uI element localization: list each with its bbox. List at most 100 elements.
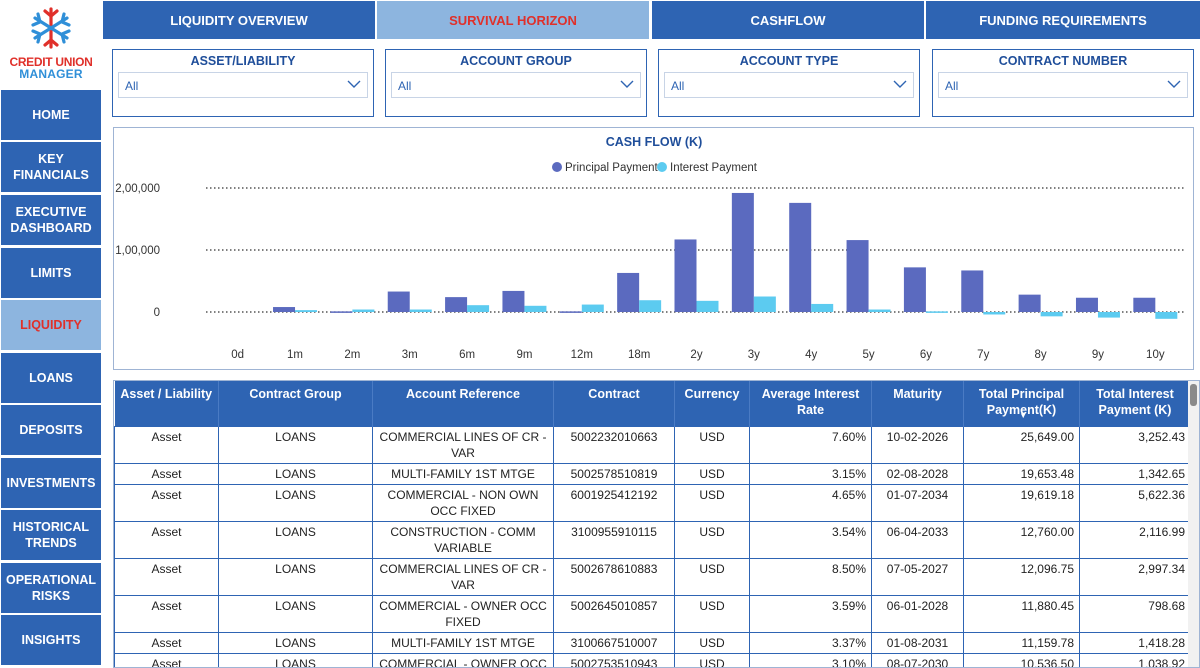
bar-interest-payment-8y[interactable] xyxy=(1040,312,1063,317)
chart-title: CASH FLOW (K) xyxy=(606,135,703,149)
bar-principal-payment-18m[interactable] xyxy=(617,272,640,312)
cell-total-principal: 19,619.18 xyxy=(963,483,1080,522)
bar-principal-payment-3y[interactable] xyxy=(731,192,754,312)
col-currency[interactable]: Currency xyxy=(674,381,750,426)
bar-interest-payment-18m[interactable] xyxy=(639,300,662,312)
asset-liability-dropdown[interactable]: All xyxy=(118,72,368,98)
cell-account-reference: COMMERCIAL - NON OWN OCC FIXED xyxy=(372,483,554,522)
snowflake-logo-icon xyxy=(31,7,71,49)
nav-executive-dashboard[interactable]: EXECUTIVE DASHBOARD xyxy=(1,195,101,245)
y-tick-label: 1,00,000 xyxy=(115,245,160,257)
cell-account-reference: MULTI-FAMILY 1ST MTGE xyxy=(372,462,554,485)
bar-interest-payment-3m[interactable] xyxy=(409,309,432,312)
nav-limits[interactable]: LIMITS xyxy=(1,248,101,298)
bar-principal-payment-1m[interactable] xyxy=(273,307,296,312)
table-row[interactable]: Asset LOANS COMMERCIAL LINES OF CR - VAR 50… xyxy=(114,425,1191,464)
bar-interest-payment-1m[interactable] xyxy=(295,310,318,312)
table-row[interactable]: Asset LOANS COMMERCIAL - NON OWN OCC FIXED… xyxy=(114,483,1191,522)
bar-interest-payment-6y[interactable] xyxy=(925,311,948,313)
table-row[interactable]: Asset LOANS MULTI-FAMILY 1ST MTGE 500257851… xyxy=(114,462,1191,485)
nav-operational-risks[interactable]: OPERATIONAL RISKS xyxy=(1,563,101,613)
bar-principal-payment-2m[interactable] xyxy=(330,311,353,313)
cell-currency: USD xyxy=(674,462,750,485)
nav-key-financials[interactable]: KEY FINANCIALS xyxy=(1,142,101,192)
bar-interest-payment-7y[interactable] xyxy=(983,312,1006,315)
col-total-principal-payment[interactable]: Total Principal Payment(K) ▼ xyxy=(963,381,1080,426)
nav-home[interactable]: HOME xyxy=(1,90,101,140)
table-row[interactable]: Asset LOANS COMMERCIAL LINES OF CR - VAR 50… xyxy=(114,557,1191,596)
dropdown-value: All xyxy=(398,79,412,93)
nav-investments[interactable]: INVESTMENTS xyxy=(1,458,101,508)
tab-survival-horizon[interactable]: SURVIVAL HORIZON xyxy=(377,1,649,39)
bar-interest-payment-5y[interactable] xyxy=(868,309,891,312)
x-tick-label: 4y xyxy=(805,349,817,361)
bar-interest-payment-2y[interactable] xyxy=(696,300,719,312)
contract-number-dropdown[interactable]: All xyxy=(938,72,1188,98)
cell-interest-rate: 8.50% xyxy=(749,557,872,596)
scrollbar-thumb[interactable] xyxy=(1190,384,1197,406)
cell-currency: USD xyxy=(674,520,750,559)
nav-liquidity[interactable]: LIQUIDITY xyxy=(1,300,101,350)
chart-legend[interactable]: Principal Payment Interest Payment xyxy=(552,162,758,174)
bar-interest-payment-4y[interactable] xyxy=(811,303,834,312)
bar-interest-payment-3y[interactable] xyxy=(753,296,776,313)
col-total-interest-payment[interactable]: Total Interest Payment (K) xyxy=(1079,381,1191,426)
nav-historical-trends[interactable]: HISTORICAL TRENDS xyxy=(1,510,101,560)
bar-principal-payment-5y[interactable] xyxy=(846,240,869,312)
table-scrollbar[interactable] xyxy=(1188,381,1199,667)
cell-maturity: 06-01-2028 xyxy=(871,594,964,633)
cell-total-interest: 2,997.34 xyxy=(1079,557,1191,596)
cell-maturity: 01-07-2034 xyxy=(871,483,964,522)
col-account-reference[interactable]: Account Reference xyxy=(372,381,554,426)
tab-funding-requirements[interactable]: FUNDING REQUIREMENTS xyxy=(926,1,1200,39)
bar-principal-payment-8y[interactable] xyxy=(1018,294,1041,312)
legend-interest-marker xyxy=(657,162,667,172)
col-contract[interactable]: Contract xyxy=(553,381,675,426)
bar-principal-payment-4y[interactable] xyxy=(789,202,812,312)
x-tick-label: 10y xyxy=(1146,349,1165,361)
bar-interest-payment-2m[interactable] xyxy=(352,309,375,312)
cell-total-principal: 10,536.50 xyxy=(963,652,1080,667)
tab-cashflow[interactable]: CASHFLOW xyxy=(652,1,924,39)
col-maturity[interactable]: Maturity xyxy=(871,381,964,426)
bar-principal-payment-7y[interactable] xyxy=(961,270,984,312)
table-row[interactable]: Asset LOANS MULTI-FAMILY 1ST MTGE 310066751… xyxy=(114,631,1191,654)
bar-principal-payment-9y[interactable] xyxy=(1075,297,1098,312)
bar-principal-payment-10y[interactable] xyxy=(1133,297,1156,312)
bar-principal-payment-3m[interactable] xyxy=(387,291,410,312)
bar-principal-payment-2y[interactable] xyxy=(674,239,697,312)
col-average-interest-rate[interactable]: Average Interest Rate xyxy=(749,381,872,426)
col-contract-group[interactable]: Contract Group xyxy=(218,381,373,426)
bar-interest-payment-9y[interactable] xyxy=(1097,312,1120,318)
cell-total-interest: 3,252.43 xyxy=(1079,425,1191,464)
bar-interest-payment-12m[interactable] xyxy=(581,304,604,312)
x-tick-label: 8y xyxy=(1035,349,1047,361)
account-group-dropdown[interactable]: All xyxy=(391,72,641,98)
bar-principal-payment-6y[interactable] xyxy=(903,267,926,312)
bar-principal-payment-12m[interactable] xyxy=(559,311,582,313)
bar-interest-payment-6m[interactable] xyxy=(467,305,490,312)
sort-descending-icon[interactable]: ▼ xyxy=(1019,410,1028,420)
nav-loans[interactable]: LOANS xyxy=(1,353,101,403)
filter-account-type: ACCOUNT TYPE All xyxy=(658,49,920,117)
nav-insights[interactable]: INSIGHTS xyxy=(1,615,101,665)
x-tick-label: 9m xyxy=(516,349,532,361)
bar-principal-payment-6m[interactable] xyxy=(445,297,468,312)
col-asset-liability[interactable]: Asset / Liability xyxy=(114,381,219,426)
legend-principal-marker xyxy=(552,162,562,172)
cell-maturity: 06-04-2033 xyxy=(871,520,964,559)
bar-principal-payment-9m[interactable] xyxy=(502,290,525,312)
bar-interest-payment-10y[interactable] xyxy=(1155,312,1178,319)
cell-contract: 3100955910115 xyxy=(553,520,675,559)
table-row[interactable]: Asset LOANS CONSTRUCTION - COMM VARIABLE 31… xyxy=(114,520,1191,559)
account-type-dropdown[interactable]: All xyxy=(664,72,914,98)
logo[interactable]: CREDIT UNION MANAGER xyxy=(0,0,102,88)
cell-contract-group: LOANS xyxy=(218,594,373,633)
cell-contract: 3100667510007 xyxy=(553,631,675,654)
bar-interest-payment-9m[interactable] xyxy=(524,305,547,312)
nav-deposits[interactable]: DEPOSITS xyxy=(1,405,101,455)
tab-liquidity-overview[interactable]: LIQUIDITY OVERVIEW xyxy=(103,1,375,39)
contracts-table: Asset / Liability Contract Group Account… xyxy=(114,381,1191,667)
